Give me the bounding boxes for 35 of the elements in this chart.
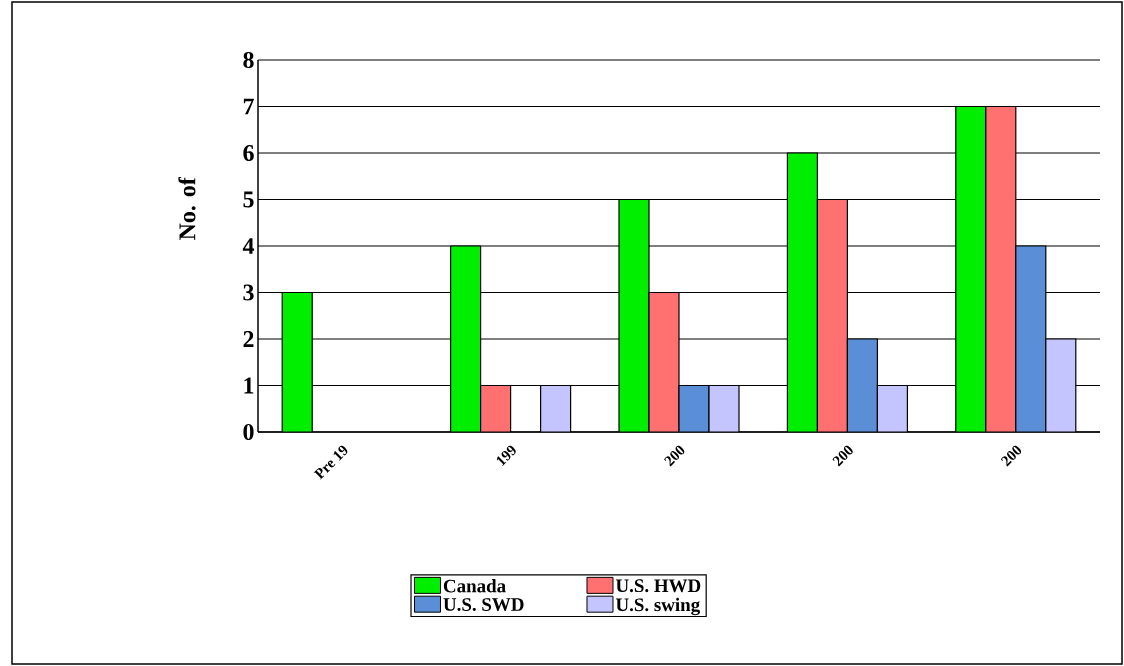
x-tick-label: Pre 19 — [313, 445, 348, 480]
y-tick-label: 6 — [243, 144, 254, 162]
legend-label: U.S. swing — [615, 597, 700, 616]
y-tick-label: 2 — [243, 331, 254, 347]
bar — [450, 245, 482, 432]
x-tick-label: 200 — [832, 445, 853, 467]
bar — [281, 291, 313, 432]
bar — [816, 198, 849, 432]
y-tick-label: 5 — [243, 191, 254, 208]
bar — [540, 384, 572, 432]
y-tick-label: 1 — [244, 377, 254, 394]
bar — [648, 291, 680, 432]
bar — [985, 105, 1017, 432]
legend-label: U.S. HWD — [615, 579, 701, 593]
y-tick-label: 0 — [243, 423, 254, 441]
bar — [846, 338, 879, 432]
y-tick-label: 3 — [243, 284, 254, 301]
y-tick-label: 8 — [243, 51, 254, 69]
bar — [480, 384, 512, 432]
y-tick-label: 7 — [243, 98, 254, 115]
bar — [618, 198, 650, 432]
bar — [678, 384, 710, 432]
bar — [955, 105, 987, 432]
y-axis-title: No. of — [178, 177, 196, 240]
bar — [1045, 338, 1077, 432]
legend-label: Canada — [443, 579, 506, 593]
bar — [786, 152, 819, 432]
x-tick-label: 199 — [496, 445, 516, 466]
legend-label: U.S. SWD — [443, 598, 524, 611]
y-tick-label: 4 — [242, 238, 255, 254]
bar — [708, 384, 740, 432]
bar — [876, 384, 909, 432]
x-tick-label: 200 — [664, 445, 685, 467]
x-tick-label: 200 — [1000, 445, 1022, 467]
bar — [1015, 245, 1047, 432]
